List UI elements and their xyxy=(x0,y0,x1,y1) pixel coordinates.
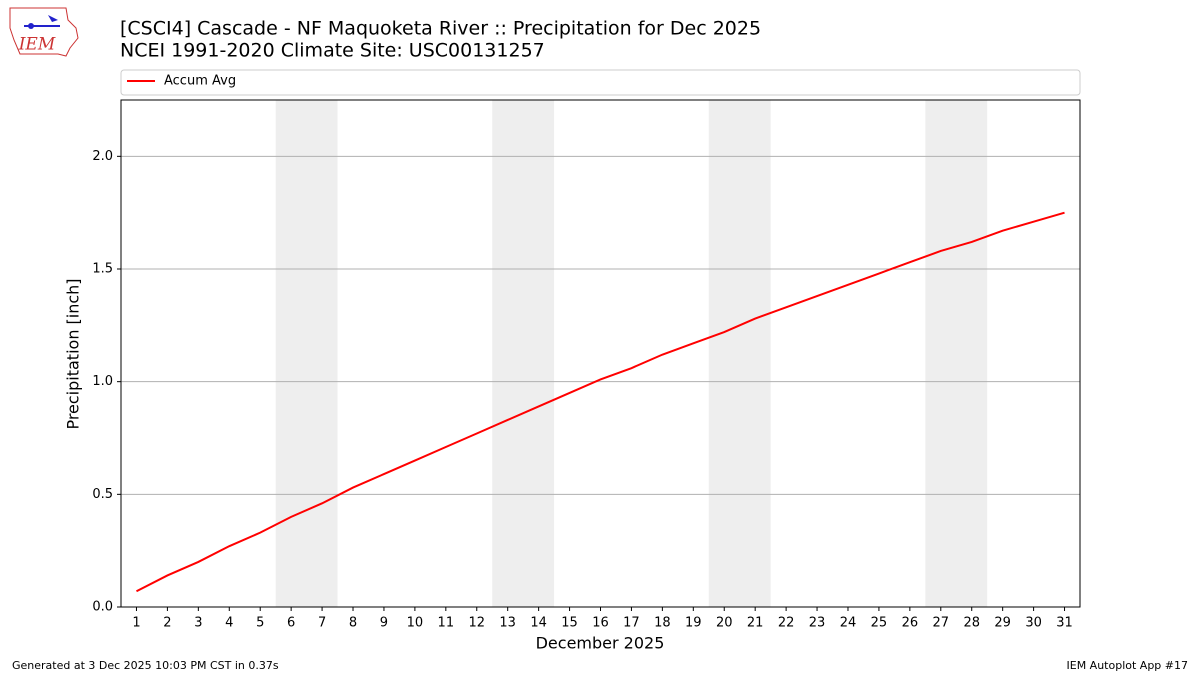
logo-icon xyxy=(28,23,34,29)
x-tick-label: 13 xyxy=(499,616,516,631)
x-tick-label: 11 xyxy=(438,616,455,631)
x-tick-label: 9 xyxy=(380,616,388,631)
x-axis-label: December 2025 xyxy=(536,634,665,653)
y-axis-label: Precipitation [inch] xyxy=(64,278,83,429)
chart-subtitle: NCEI 1991-2020 Climate Site: USC00131257 xyxy=(120,40,545,62)
x-tick-label: 4 xyxy=(225,616,233,631)
x-tick-label: 10 xyxy=(407,616,424,631)
x-tick-label: 16 xyxy=(592,616,609,631)
plot-frame xyxy=(120,99,1081,608)
weekend-band xyxy=(708,100,771,607)
x-tick-label: 8 xyxy=(349,616,357,631)
x-tick-label: 15 xyxy=(561,616,578,631)
legend-label: Accum Avg xyxy=(164,74,236,89)
footer-left: Generated at 3 Dec 2025 10:03 PM CST in … xyxy=(12,659,279,672)
weekend-band xyxy=(925,100,988,607)
x-tick-label: 1 xyxy=(132,616,140,631)
data-line xyxy=(136,211,1065,593)
y-tick-label: 1.0 xyxy=(92,374,113,389)
x-tick-label: 2 xyxy=(163,616,171,631)
x-tick-label: 18 xyxy=(654,616,671,631)
x-tick-label: 27 xyxy=(933,616,950,631)
y-tick-label: 2.0 xyxy=(92,149,113,164)
logo-icon xyxy=(48,15,58,22)
legend-box xyxy=(120,69,1081,96)
x-tick-label: 17 xyxy=(623,616,640,631)
x-tick-label: 30 xyxy=(1025,616,1042,631)
x-tick-label: 28 xyxy=(963,616,980,631)
x-tick-label: 31 xyxy=(1056,616,1073,631)
logo-text: IEM xyxy=(18,35,56,55)
x-tick-label: 23 xyxy=(809,616,826,631)
x-tick-label: 21 xyxy=(747,616,764,631)
footer-right: IEM Autoplot App #17 xyxy=(1067,659,1189,672)
x-tick-label: 3 xyxy=(194,616,202,631)
x-tick-label: 26 xyxy=(902,616,919,631)
x-tick-label: 19 xyxy=(685,616,702,631)
chart-title: [CSCI4] Cascade - NF Maquoketa River :: … xyxy=(120,18,761,40)
logo-outline xyxy=(9,7,79,57)
x-tick-label: 5 xyxy=(256,616,264,631)
y-tick-label: 0.0 xyxy=(92,600,113,615)
x-tick-label: 7 xyxy=(318,616,326,631)
x-tick-label: 29 xyxy=(994,616,1011,631)
x-tick-label: 14 xyxy=(530,616,547,631)
weekend-band xyxy=(492,100,555,607)
x-tick-label: 12 xyxy=(468,616,485,631)
x-tick-label: 24 xyxy=(840,616,857,631)
weekend-band xyxy=(275,100,338,607)
y-tick-label: 0.5 xyxy=(92,487,113,502)
y-tick-label: 1.5 xyxy=(92,262,113,277)
x-tick-label: 20 xyxy=(716,616,733,631)
logo: IEM xyxy=(9,7,79,57)
x-tick-label: 25 xyxy=(871,616,888,631)
x-tick-label: 22 xyxy=(778,616,795,631)
x-tick-label: 6 xyxy=(287,616,295,631)
